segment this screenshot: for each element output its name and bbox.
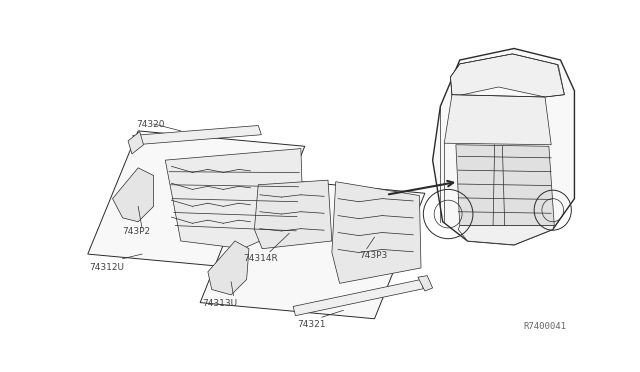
Polygon shape — [433, 48, 575, 245]
Polygon shape — [451, 54, 564, 97]
Polygon shape — [132, 125, 261, 145]
Text: 74320: 74320 — [136, 120, 164, 129]
Polygon shape — [128, 132, 143, 154]
Polygon shape — [444, 95, 551, 145]
Text: 74313U: 74313U — [202, 299, 237, 308]
Polygon shape — [165, 148, 303, 249]
Text: 743P3: 743P3 — [359, 251, 387, 260]
Polygon shape — [200, 177, 425, 319]
Polygon shape — [458, 225, 554, 245]
Text: R7400041: R7400041 — [524, 322, 566, 331]
Polygon shape — [418, 276, 433, 291]
Polygon shape — [332, 182, 421, 283]
Polygon shape — [254, 180, 332, 249]
Text: 743P2: 743P2 — [123, 227, 151, 236]
Text: 74312U: 74312U — [90, 263, 124, 272]
Polygon shape — [208, 241, 249, 295]
Polygon shape — [456, 145, 554, 225]
Polygon shape — [88, 131, 305, 269]
Polygon shape — [113, 168, 154, 222]
Text: 74321: 74321 — [297, 320, 326, 328]
Polygon shape — [293, 279, 423, 316]
Text: 74314R: 74314R — [243, 254, 278, 263]
